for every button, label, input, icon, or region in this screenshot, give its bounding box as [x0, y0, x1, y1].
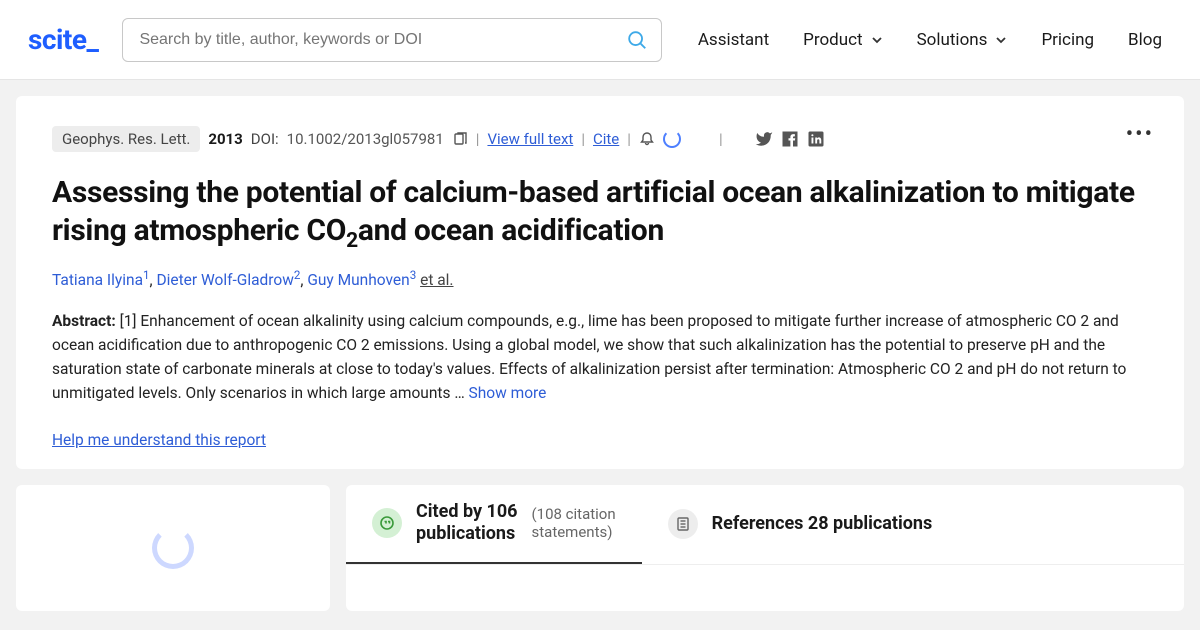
chevron-down-icon: [995, 34, 1007, 46]
search-input[interactable]: [122, 18, 662, 62]
nav-solutions[interactable]: Solutions: [917, 30, 1008, 50]
header: scite_ Assistant Product Solutions Prici…: [0, 0, 1200, 80]
linkedin-icon[interactable]: [807, 130, 825, 148]
document-icon: [668, 509, 698, 539]
quote-icon: [372, 508, 402, 538]
bottom-panels: Cited by 106publications (108 citationst…: [16, 485, 1184, 611]
facebook-icon[interactable]: [781, 130, 799, 148]
tab-subtitle: (108 citationstatements): [532, 505, 616, 543]
loading-spinner-icon: [152, 527, 194, 569]
meta-row: Geophys. Res. Lett. 2013 DOI: 10.1002/201…: [52, 126, 1148, 152]
year: 2013: [208, 130, 242, 148]
logo[interactable]: scite_: [28, 23, 98, 56]
bell-icon[interactable]: [639, 131, 655, 147]
nav-blog[interactable]: Blog: [1128, 30, 1162, 50]
doi-value: 10.1002/2013gl057981: [287, 130, 444, 148]
abstract: Abstract: [1] Enhancement of ocean alkal…: [52, 309, 1148, 405]
tab-cited-by[interactable]: Cited by 106publications (108 citationst…: [346, 485, 642, 564]
tab-references[interactable]: References 28 publications: [642, 485, 959, 564]
separator: |: [476, 130, 480, 148]
paper-card: ••• Geophys. Res. Lett. 2013 DOI: 10.1002…: [16, 96, 1184, 469]
author-link[interactable]: Tatiana Ilyina: [52, 271, 143, 289]
search-wrap: [122, 18, 662, 62]
nav-assistant[interactable]: Assistant: [698, 30, 769, 50]
right-panel: Cited by 106publications (108 citationst…: [346, 485, 1184, 611]
help-understand-link[interactable]: Help me understand this report: [52, 431, 266, 449]
et-al-link[interactable]: et al.: [420, 271, 453, 289]
view-full-text-link[interactable]: View full text: [487, 130, 573, 148]
doi-label: DOI:: [251, 130, 279, 148]
tabs: Cited by 106publications (108 citationst…: [346, 485, 1184, 565]
paper-title: Assessing the potential of calcium-based…: [52, 174, 1148, 254]
twitter-icon[interactable]: [755, 130, 773, 148]
tab-title: References 28 publications: [712, 513, 933, 536]
author-link[interactable]: Guy Munhoven: [307, 271, 409, 289]
separator: |: [627, 130, 631, 148]
chevron-down-icon: [871, 34, 883, 46]
authors: Tatiana Ilyina1, Dieter Wolf-Gladrow2, G…: [52, 268, 1148, 289]
separator: |: [719, 130, 723, 148]
tab-title: Cited by 106publications: [416, 501, 518, 546]
separator: |: [581, 130, 585, 148]
author-link[interactable]: Dieter Wolf-Gladrow: [156, 271, 293, 289]
left-panel: [16, 485, 330, 611]
search-icon[interactable]: [626, 29, 648, 51]
nav-product[interactable]: Product: [803, 30, 882, 50]
copy-icon[interactable]: [452, 131, 468, 147]
nav-pricing[interactable]: Pricing: [1041, 30, 1094, 50]
social-icons: [755, 130, 825, 148]
loading-spinner-icon: [663, 130, 681, 148]
nav: Assistant Product Solutions Pricing Blog: [698, 30, 1162, 50]
show-more-link[interactable]: Show more: [465, 384, 547, 402]
cite-link[interactable]: Cite: [593, 130, 619, 148]
journal-badge: Geophys. Res. Lett.: [52, 126, 200, 152]
more-icon[interactable]: •••: [1126, 122, 1154, 147]
